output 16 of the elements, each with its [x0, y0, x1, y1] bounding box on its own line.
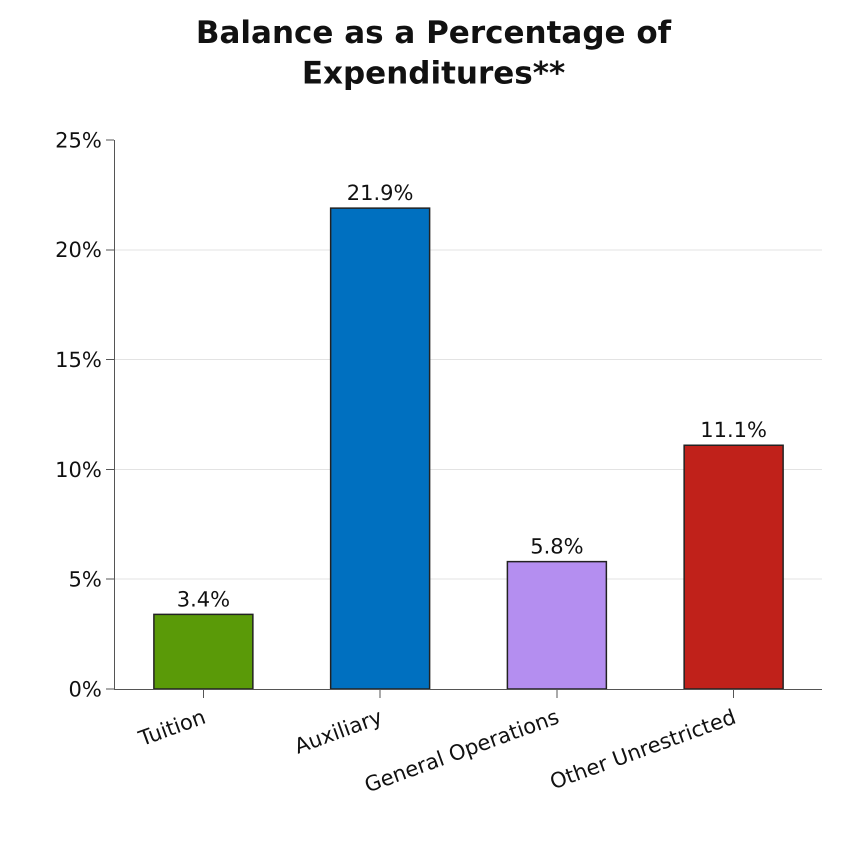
y-tick-label: 5% [68, 568, 102, 592]
y-tick-label: 10% [55, 458, 102, 482]
bar [330, 207, 430, 689]
bar [683, 444, 784, 689]
bar [506, 560, 608, 689]
y-tick-label: 25% [55, 128, 102, 152]
data-label: 11.1% [700, 418, 767, 442]
chart-title: Balance as a Percentage of Expenditures** [196, 14, 672, 92]
data-label: 3.4% [176, 587, 230, 612]
data-label: 5.8% [530, 534, 584, 559]
bar [153, 614, 254, 689]
data-label: 21.9% [346, 181, 414, 206]
x-tick-label: Tuition [134, 704, 209, 752]
y-tick-label: 20% [55, 238, 102, 262]
y-tick-label: 0% [68, 677, 102, 702]
y-tick-label: 15% [55, 348, 102, 372]
